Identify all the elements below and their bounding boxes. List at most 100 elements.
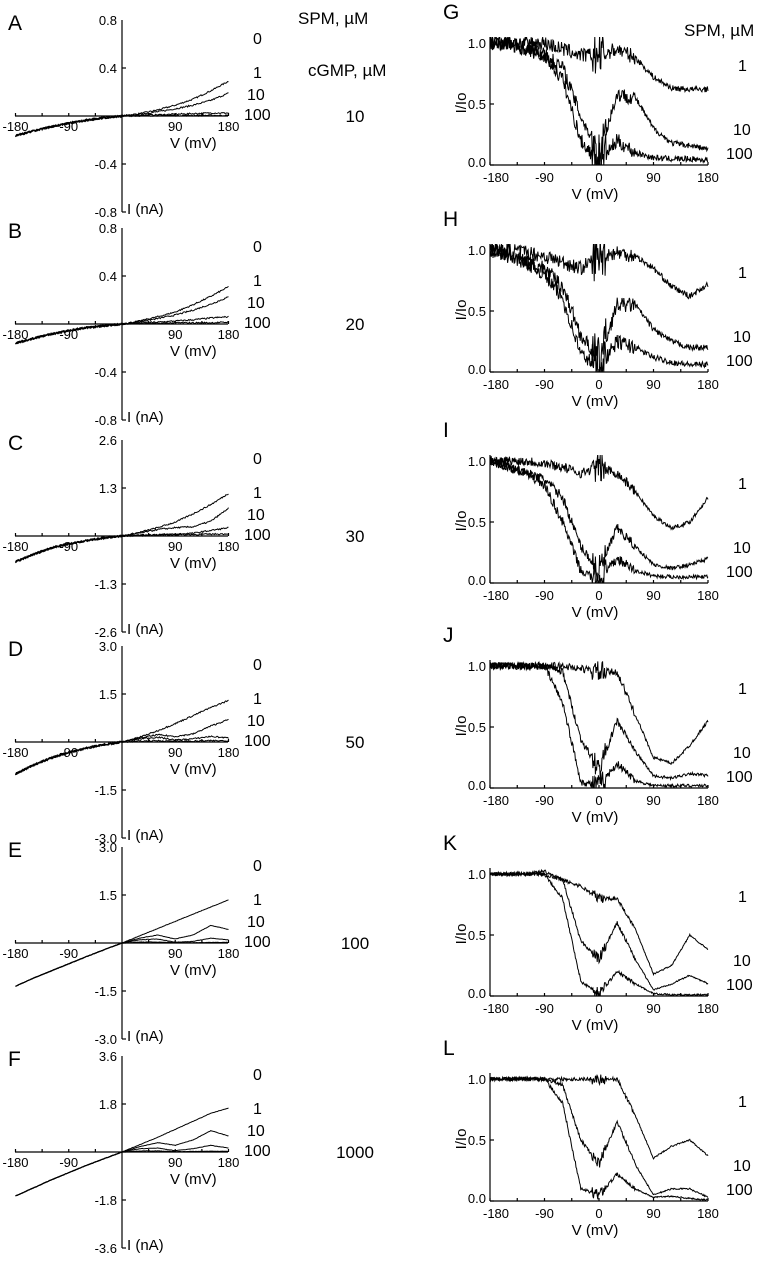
series-label: 10	[733, 540, 751, 557]
series-label: 1	[738, 1094, 747, 1111]
x-axis-label: V (mV)	[170, 343, 217, 360]
y-tick-label: 1.0	[468, 243, 486, 258]
y-tick-label: 0.4	[99, 269, 117, 284]
series-line-spm-10	[490, 244, 709, 372]
panel-letter: L	[443, 1037, 455, 1060]
series-line-spm-10	[490, 1075, 709, 1198]
x-axis-label: V (mV)	[572, 186, 619, 203]
x-tick-label: 180	[218, 946, 240, 961]
series-line-spm-100	[490, 660, 708, 788]
panel-letter: G	[443, 1, 459, 24]
series-label: 100	[726, 977, 753, 994]
y-tick-label: 1.0	[468, 659, 486, 674]
x-axis-label: V (mV)	[572, 604, 619, 621]
y-axis-label: I/Io	[453, 300, 470, 321]
series-label: 100	[244, 527, 271, 544]
x-tick-label: 180	[218, 745, 240, 760]
y-tick-label: 0.5	[468, 515, 486, 530]
panel-letter: K	[443, 832, 457, 855]
x-tick-label: -180	[2, 745, 28, 760]
y-tick-label: 0.5	[468, 1133, 486, 1148]
x-tick-label: 90	[646, 793, 660, 808]
x-tick-label: -90	[535, 170, 554, 185]
series-label: 1	[253, 65, 262, 82]
x-tick-label: 180	[218, 539, 240, 554]
panel-letter: I	[443, 419, 449, 442]
ratio-panel-I: I 1.0 0.5 0.0-180 -90 0 90 180 V (mV) I/Io 1 10 100	[443, 419, 753, 621]
y-tick-label: 0.8	[99, 221, 117, 236]
y-tick-label: 1.0	[468, 1072, 486, 1087]
x-tick-label: 0	[595, 793, 602, 808]
series-line-spm-100	[490, 244, 709, 372]
y-tick-label: 0.4	[99, 61, 117, 76]
series-line-spm-10	[490, 457, 709, 582]
y-tick-label: -0.8	[95, 413, 117, 428]
y-tick-label: -2.6	[95, 625, 117, 640]
cgmp-value: 1000	[336, 1143, 374, 1162]
x-tick-label: -180	[2, 539, 28, 554]
series-label: 1	[738, 889, 747, 906]
x-tick-label: 90	[168, 327, 182, 342]
x-tick-label: 180	[697, 170, 719, 185]
series-line-spm-10	[490, 870, 709, 991]
cgmp-value: 50	[346, 733, 365, 752]
x-tick-label: 90	[646, 1001, 660, 1016]
series-label: 1	[253, 273, 262, 290]
series-label: 1	[253, 1101, 262, 1118]
x-tick-label: 90	[168, 1155, 182, 1170]
series-label: 0	[253, 31, 262, 48]
y-tick-label: -0.8	[95, 205, 117, 220]
spm-header-right: SPM, µM	[684, 21, 754, 40]
x-tick-label: -180	[2, 1155, 28, 1170]
y-tick-label: -1.5	[95, 984, 117, 999]
y-axis-label: I/Io	[453, 93, 470, 114]
x-tick-label: -90	[59, 946, 78, 961]
x-tick-label: -90	[59, 1155, 78, 1170]
series-line-spm-100	[490, 455, 709, 583]
x-axis-label: V (mV)	[170, 761, 217, 778]
y-tick-label: -1.3	[95, 577, 117, 592]
y-tick-label: 1.8	[99, 1097, 117, 1112]
x-tick-label: 90	[646, 170, 660, 185]
series-label: 1	[738, 58, 747, 75]
y-tick-label: -3.0	[95, 1032, 117, 1047]
series-label: 10	[247, 87, 265, 104]
ratio-panel-G: G 1.0 0.5 0.0-180 -90 0 90 180 V (mV) I/Io 1 10 100	[443, 1, 753, 203]
x-tick-label: -90	[535, 1206, 554, 1221]
x-tick-label: 180	[697, 377, 719, 392]
y-axis-label: I (nA)	[127, 201, 164, 218]
series-line-spm-1	[490, 660, 709, 765]
ratio-panel-K: K 1.0 0.5 0.0-180 -90 0 90 180 V (mV) I/Io 1 10 100	[443, 832, 753, 1034]
spm-header-left: SPM, µM	[298, 9, 368, 28]
x-tick-label: 180	[697, 1001, 719, 1016]
x-axis-label: V (mV)	[572, 1017, 619, 1034]
y-tick-label: 1.0	[468, 454, 486, 469]
series-line-spm-100	[15, 739, 229, 776]
y-axis-label: I/Io	[453, 716, 470, 737]
x-tick-label: 0	[595, 170, 602, 185]
panel-letter: D	[8, 638, 23, 661]
series-label: 1	[738, 681, 747, 698]
series-label: 100	[726, 146, 753, 163]
y-tick-label: 2.6	[99, 433, 117, 448]
series-label: 10	[733, 1158, 751, 1175]
series-line-spm-100	[15, 113, 229, 137]
x-axis-label: V (mV)	[170, 962, 217, 979]
series-line-spm-1	[490, 455, 709, 531]
y-tick-label: -0.4	[95, 157, 117, 172]
series-line-spm-1	[490, 1073, 709, 1160]
y-tick-label: 0.5	[468, 97, 486, 112]
x-tick-label: 0	[595, 377, 602, 392]
x-tick-label: -90	[535, 793, 554, 808]
x-tick-label: 180	[218, 327, 240, 342]
y-tick-label: 0.0	[468, 778, 486, 793]
series-label: 1	[253, 691, 262, 708]
y-tick-label: 0.0	[468, 986, 486, 1001]
series-line-spm-1	[490, 37, 709, 94]
y-tick-label: 0.0	[468, 362, 486, 377]
series-label: 10	[247, 507, 265, 524]
x-axis-label: V (mV)	[170, 135, 217, 152]
